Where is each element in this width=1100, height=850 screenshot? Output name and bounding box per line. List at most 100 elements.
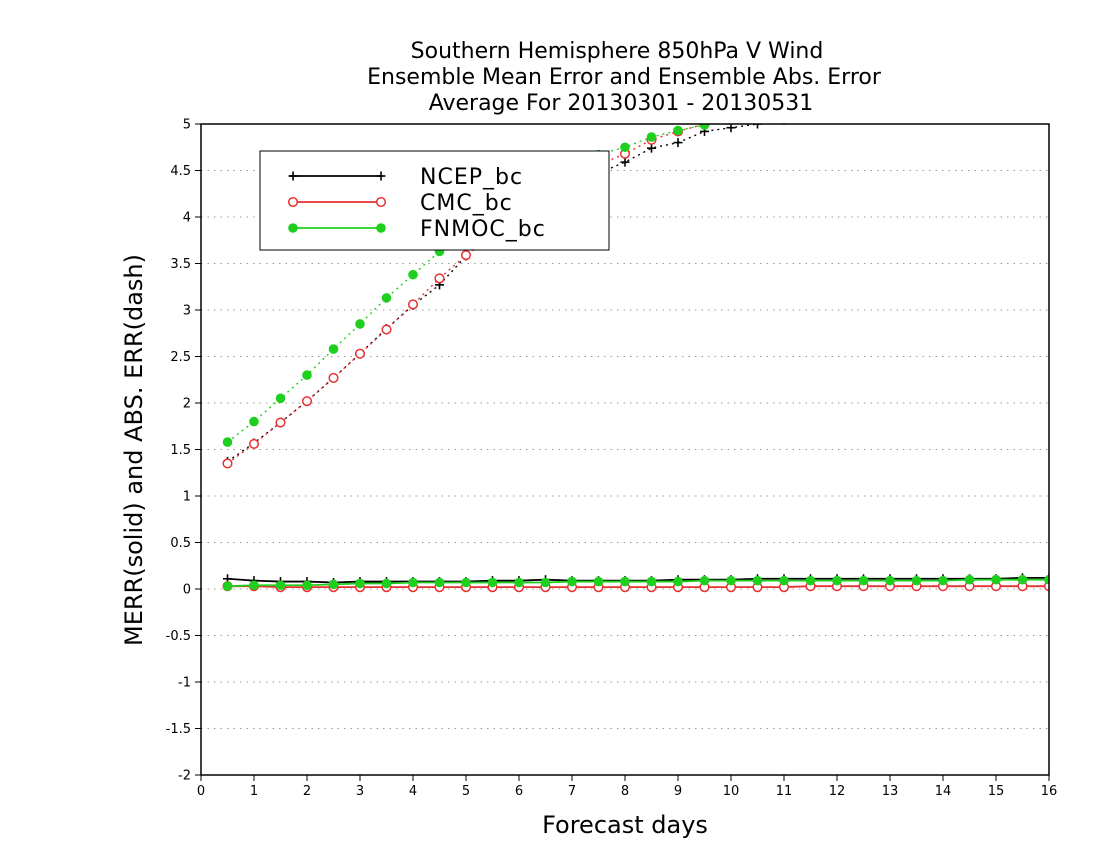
abs-error-point-fnmoc-bc: [886, 96, 895, 105]
abs-error-point-fnmoc-bc: [222, 437, 233, 447]
x-tick-label: 0: [197, 784, 205, 799]
abs-error-point-ncep-bc: [939, 101, 948, 110]
abs-error-point-fnmoc-bc: [939, 92, 948, 101]
abs-error-point-cmc-bc: [460, 250, 472, 261]
y-tick-label: 1: [183, 490, 191, 505]
y-tick-label: 5: [183, 118, 191, 133]
mean-error-point-fnmoc-bc: [487, 577, 498, 588]
mean-error-point-fnmoc-bc: [567, 576, 577, 587]
x-axis-label: Forecast days: [542, 811, 708, 839]
legend-marker-end-ncep-bc: [376, 171, 386, 181]
mean-error-point-fnmoc-bc: [805, 575, 816, 586]
mean-error-point-fnmoc-bc: [964, 574, 975, 585]
chart-title-line-2: Ensemble Mean Error and Ensemble Abs. Er…: [367, 65, 882, 90]
mean-error-point-fnmoc-bc: [328, 579, 339, 590]
abs-error-point-cmc-bc: [1045, 83, 1054, 92]
y-tick-label: 1.5: [170, 443, 191, 458]
chart-title: Southern Hemisphere 850hPa V Wind Ensemb…: [367, 39, 882, 116]
mean-error-point-fnmoc-bc: [461, 577, 471, 588]
mean-error-point-fnmoc-bc: [858, 575, 869, 586]
x-axis: 0 1 2 3 4 5 6 7 8 9 10 11 12 13 14 15 16: [197, 775, 1057, 799]
y-tick-label: 0: [183, 583, 191, 598]
mean-error-point-fnmoc-bc: [938, 575, 948, 586]
abs-error-point-cmc-bc: [222, 458, 233, 469]
abs-error-point-fnmoc-bc: [249, 416, 259, 427]
abs-error-point-ncep-bc: [647, 143, 656, 153]
abs-error-point-cmc-bc: [833, 100, 842, 109]
chart-title-line-3: Average For 20130301 - 20130531: [429, 91, 814, 116]
abs-error-point-cmc-bc: [275, 417, 286, 428]
legend-item-ncep-bc: NCEP_bc: [288, 165, 523, 190]
x-tick-label: 10: [723, 784, 740, 799]
abs-error-point-fnmoc-bc: [302, 370, 312, 380]
mean-error-point-fnmoc-bc: [355, 578, 365, 589]
mean-error-point-fnmoc-bc: [646, 576, 657, 587]
abs-error-point-fnmoc-bc: [1018, 86, 1027, 95]
abs-error-point-fnmoc-bc: [646, 132, 657, 142]
abs-error-point-fnmoc-bc: [1045, 84, 1054, 93]
y-tick-label: -0.5: [166, 629, 191, 644]
mean-error-point-fnmoc-bc: [302, 580, 312, 591]
mean-error-point-fnmoc-bc: [991, 574, 1001, 585]
abs-error-point-fnmoc-bc: [992, 88, 1001, 97]
abs-error-line-fnmoc-bc: [227, 124, 714, 443]
y-tick-label: 2.5: [170, 350, 191, 365]
abs-error-point-ncep-bc: [886, 105, 895, 114]
x-tick-label: 16: [1041, 784, 1058, 799]
x-tick-label: 12: [829, 784, 846, 799]
abs-error-point-fnmoc-bc: [275, 393, 286, 404]
mean-error-point-fnmoc-bc: [381, 578, 392, 589]
abs-error-point-cmc-bc: [912, 93, 921, 102]
x-tick-label: 1: [250, 784, 258, 799]
abs-error-point-cmc-bc: [301, 396, 313, 407]
mean-error-point-fnmoc-bc: [1017, 574, 1028, 585]
abs-error-point-cmc-bc: [434, 273, 445, 284]
x-tick-label: 9: [674, 784, 682, 799]
y-tick-label: -1.5: [166, 722, 191, 737]
abs-error-point-fnmoc-bc: [620, 142, 630, 153]
x-tick-label: 14: [935, 784, 952, 799]
mean-error-point-fnmoc-bc: [540, 577, 551, 588]
abs-error-line-ncep-bc: [227, 124, 763, 463]
x-tick-label: 13: [882, 784, 899, 799]
abs-error-point-ncep-bc: [912, 103, 921, 112]
mean-error-point-fnmoc-bc: [726, 575, 736, 586]
abs-error-point-cmc-bc: [886, 95, 895, 104]
mean-error-line-fnmoc-bc: [227, 578, 1049, 588]
mean-error-point-fnmoc-bc: [832, 575, 842, 586]
x-tick-label: 15: [988, 784, 1005, 799]
legend-marker-start-fnmoc-bc: [288, 223, 298, 233]
mean-error-point-fnmoc-bc: [673, 576, 683, 587]
abs-error-point-fnmoc-bc: [699, 124, 710, 130]
legend-label-ncep-bc: NCEP_bc: [420, 165, 523, 190]
abs-error-point-ncep-bc: [673, 138, 683, 148]
abs-error-point-ncep-bc: [833, 110, 842, 119]
y-tick-label: 3.5: [170, 257, 191, 272]
mean-error-point-fnmoc-bc: [779, 575, 789, 586]
abs-error-point-fnmoc-bc: [381, 293, 392, 303]
abs-error-point-cmc-bc: [939, 91, 948, 100]
abs-error-point-cmc-bc: [354, 348, 366, 359]
abs-error-point-cmc-bc: [407, 299, 419, 310]
legend-marker-start-cmc-bc: [287, 196, 299, 208]
mean-error-point-fnmoc-bc: [222, 581, 233, 592]
mean-error-point-fnmoc-bc: [593, 576, 604, 587]
abs-error-point-cmc-bc: [965, 89, 974, 98]
abs-error-point-fnmoc-bc: [912, 94, 921, 103]
mean-error-point-fnmoc-bc: [620, 576, 630, 587]
abs-error-point-ncep-bc: [965, 99, 974, 108]
y-tick-label: 3: [183, 304, 191, 319]
y-tick-label: 4: [183, 211, 191, 226]
x-tick-label: 7: [568, 784, 576, 799]
y-axis-label: MERR(solid) and ABS. ERR(dash): [120, 254, 148, 646]
legend-item-cmc-bc: CMC_bc: [287, 191, 512, 216]
abs-error-point-fnmoc-bc: [833, 102, 842, 111]
abs-error-point-cmc-bc: [859, 97, 868, 106]
x-tick-label: 11: [776, 784, 793, 799]
abs-error-point-fnmoc-bc: [328, 344, 339, 354]
x-tick-label: 8: [621, 784, 629, 799]
abs-error-point-cmc-bc: [1018, 85, 1027, 94]
abs-error-point-ncep-bc: [859, 107, 868, 116]
abs-error-point-fnmoc-bc: [408, 269, 418, 280]
